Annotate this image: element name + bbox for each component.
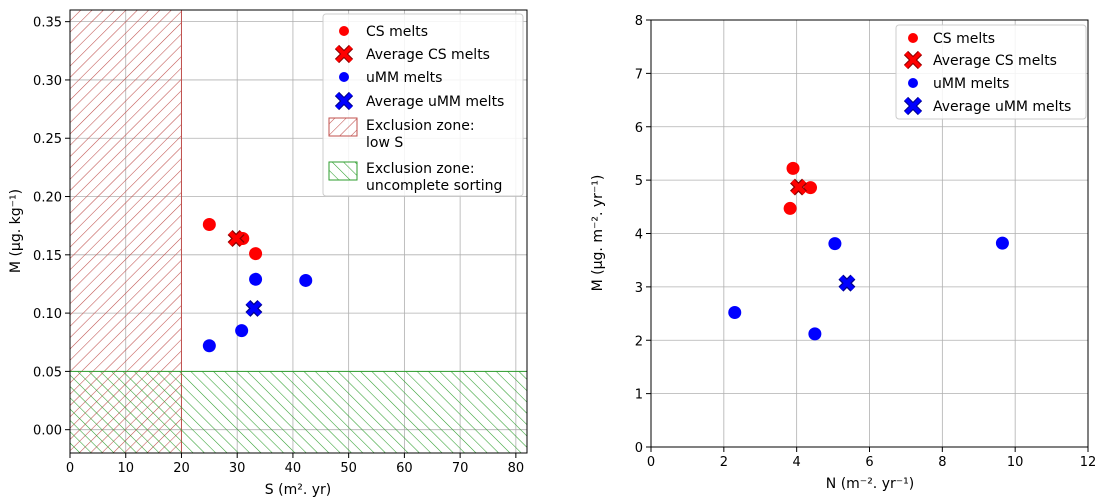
left-y-tick-label: 0.05 bbox=[33, 365, 62, 380]
left-x-tick-label: 30 bbox=[229, 461, 246, 476]
exclusion-zone-uncomplete-sorting bbox=[70, 370, 527, 453]
left-x-tick-label: 60 bbox=[396, 461, 413, 476]
left-y-tick-label: 0.25 bbox=[33, 132, 62, 147]
right-legend: CS melts Average CS melts uMM melts Aver… bbox=[895, 24, 1087, 120]
umm-melt-point bbox=[202, 339, 216, 353]
left-x-ticks: 0 10 20 30 40 50 60 70 80 bbox=[66, 453, 524, 476]
right-legend-avg-umm-label: Average uMM melts bbox=[933, 99, 1071, 115]
legend-cs-label: CS melts bbox=[366, 24, 428, 40]
cs-melt-point bbox=[202, 218, 216, 232]
left-y-ticks: 0.00 0.05 0.10 0.15 0.20 0.25 0.30 0.35 bbox=[33, 16, 70, 439]
left-exclusion-zones bbox=[70, 10, 527, 453]
umm-melt-point bbox=[249, 272, 263, 286]
right-legend-cs-marker bbox=[908, 33, 918, 43]
cs-melt-point bbox=[249, 247, 263, 261]
right-x-axis-label: N (m⁻². yr⁻¹) bbox=[826, 476, 914, 492]
umm-melt-point bbox=[808, 327, 822, 341]
left-y-axis-label: M (µg. kg⁻¹) bbox=[8, 189, 24, 273]
left-x-axis-label: S (m². yr) bbox=[265, 482, 331, 498]
left-y-tick-label: 0.00 bbox=[33, 424, 62, 439]
legend-avg-umm-marker bbox=[335, 92, 353, 110]
right-legend-avg-cs-label: Average CS melts bbox=[933, 53, 1057, 69]
right-y-tick-label: 0 bbox=[635, 441, 643, 456]
left-y-tick-label: 0.30 bbox=[33, 74, 62, 89]
right-y-tick-label: 1 bbox=[635, 388, 643, 403]
avg-cs-marker bbox=[228, 230, 244, 247]
legend-avg-umm-label: Average uMM melts bbox=[366, 94, 504, 110]
right-y-ticks: 0 1 2 3 4 5 6 7 8 bbox=[635, 14, 651, 456]
left-y-tick-label: 0.35 bbox=[33, 16, 62, 31]
left-y-tick-label: 0.15 bbox=[33, 249, 62, 264]
legend-exclusion-sorting-line1: Exclusion zone: bbox=[366, 161, 475, 177]
right-x-tick-label: 10 bbox=[1007, 455, 1024, 470]
left-x-tick-label: 50 bbox=[340, 461, 357, 476]
right-y-tick-label: 5 bbox=[635, 174, 643, 189]
cs-melt-point bbox=[786, 161, 800, 175]
left-plot-frame bbox=[69, 9, 528, 454]
right-y-tick-label: 8 bbox=[635, 14, 643, 29]
right-legend-avg-cs-marker bbox=[904, 51, 922, 69]
avg-umm-marker bbox=[839, 275, 855, 291]
right-y-tick-label: 4 bbox=[635, 228, 643, 243]
umm-melt-point bbox=[828, 237, 842, 251]
legend-exclusion-low-s-swatch bbox=[328, 117, 358, 137]
legend-cs-marker bbox=[339, 26, 349, 36]
right-legend-umm-marker bbox=[908, 78, 918, 88]
avg-umm-marker bbox=[246, 300, 262, 317]
right-y-tick-label: 3 bbox=[635, 281, 643, 296]
cs-melt-point bbox=[804, 181, 818, 195]
right-x-tick-label: 0 bbox=[647, 455, 655, 470]
left-legend: CS melts Average CS melts uMM melts Aver… bbox=[322, 13, 524, 197]
legend-umm-marker bbox=[339, 72, 349, 82]
right-x-tick-label: 8 bbox=[938, 455, 946, 470]
legend-exclusion-low-s-line2: low S bbox=[366, 135, 403, 151]
right-x-tick-label: 4 bbox=[793, 455, 801, 470]
right-y-tick-label: 2 bbox=[635, 334, 643, 349]
left-x-tick-label: 10 bbox=[117, 461, 134, 476]
left-legend-box bbox=[322, 13, 524, 197]
right-x-tick-label: 6 bbox=[865, 455, 873, 470]
left-y-tick-label: 0.20 bbox=[33, 191, 62, 206]
right-x-tick-label: 2 bbox=[720, 455, 728, 470]
right-x-tick-label: 12 bbox=[1080, 455, 1097, 470]
legend-avg-cs-label: Average CS melts bbox=[366, 47, 490, 63]
right-legend-avg-umm-marker bbox=[904, 97, 922, 115]
umm-melt-point bbox=[995, 236, 1009, 250]
legend-exclusion-sorting-line2: uncomplete sorting bbox=[366, 178, 502, 194]
avg-cs-marker bbox=[790, 179, 807, 195]
left-data-points bbox=[202, 218, 313, 353]
right-legend-cs-label: CS melts bbox=[933, 31, 995, 47]
right-y-tick-label: 7 bbox=[635, 67, 643, 82]
right-y-tick-label: 6 bbox=[635, 121, 643, 136]
right-legend-box bbox=[895, 24, 1087, 120]
right-x-ticks: 0 2 4 6 8 10 12 bbox=[647, 447, 1096, 470]
right-legend-umm-label: uMM melts bbox=[933, 76, 1009, 92]
left-x-tick-label: 20 bbox=[173, 461, 190, 476]
umm-melt-point bbox=[728, 305, 742, 319]
legend-umm-label: uMM melts bbox=[366, 70, 442, 86]
right-y-axis-label: M (µg. m⁻². yr⁻¹) bbox=[590, 175, 606, 292]
left-x-tick-label: 70 bbox=[452, 461, 469, 476]
left-x-tick-label: 80 bbox=[508, 461, 525, 476]
legend-exclusion-low-s-line1: Exclusion zone: bbox=[366, 118, 475, 134]
umm-melt-point bbox=[235, 324, 249, 338]
legend-exclusion-sorting-swatch bbox=[328, 161, 358, 181]
left-scatter-panel: 0 10 20 30 40 50 60 70 80 0.000.050.100.150.200.… bbox=[8, 9, 528, 498]
left-x-tick-label: 0 bbox=[66, 461, 74, 476]
legend-avg-cs-marker bbox=[335, 45, 353, 63]
cs-melt-point bbox=[783, 201, 797, 215]
left-x-tick-label: 40 bbox=[285, 461, 302, 476]
left-y-tick-label: 0.10 bbox=[33, 307, 62, 322]
right-data-points bbox=[728, 161, 1009, 341]
umm-melt-point bbox=[299, 273, 313, 287]
